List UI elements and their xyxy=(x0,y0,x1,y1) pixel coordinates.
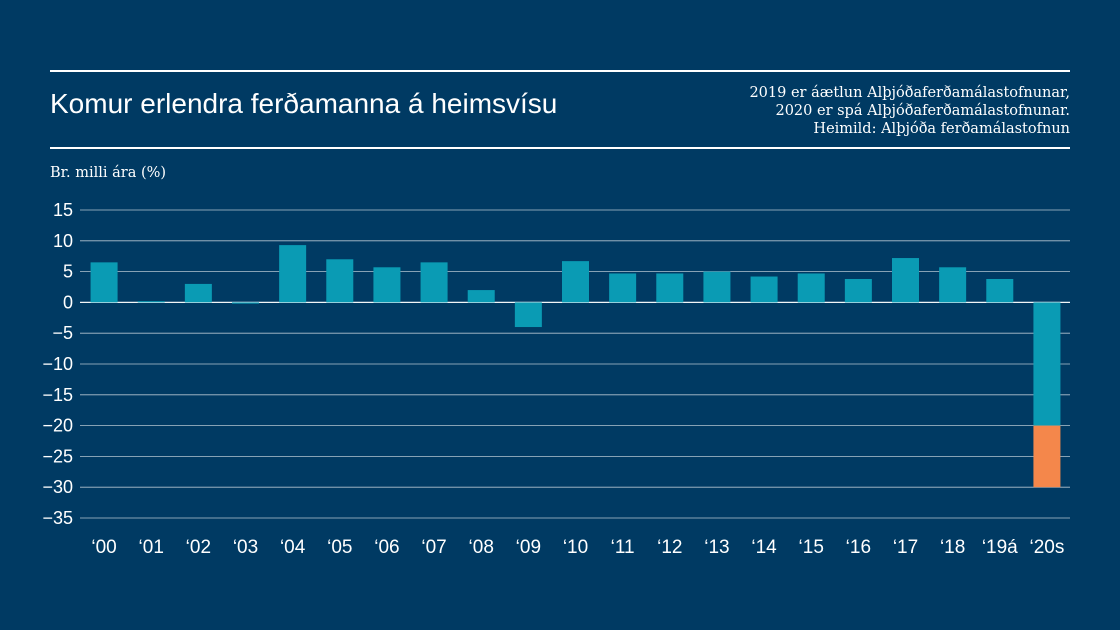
y-tick-label: 15 xyxy=(53,200,73,220)
x-tick-label: ‘13 xyxy=(704,537,729,558)
bar xyxy=(844,278,872,303)
y-tick-label: 0 xyxy=(63,292,73,312)
bar xyxy=(467,290,495,303)
bar xyxy=(184,283,212,303)
bar xyxy=(562,261,589,303)
x-tick-label: ‘11 xyxy=(611,537,635,558)
y-axis-label: Br. milli ára (%) xyxy=(50,165,167,181)
note-line-2: 2020 er spá Alþjóðaferðamálastofnunar. xyxy=(775,103,1070,119)
bar xyxy=(373,267,401,303)
y-tick-label: 10 xyxy=(53,231,73,251)
note-line-3: Heimild: Alþjóða ferðamálastofnun xyxy=(813,121,1070,137)
x-tick-label: ‘01 xyxy=(139,537,164,558)
x-tick-label: ‘10 xyxy=(563,537,588,558)
x-tick-label: ‘14 xyxy=(751,537,777,558)
x-tick-label: ‘19á xyxy=(982,537,1018,558)
bar xyxy=(656,273,684,303)
x-tick-label: ‘00 xyxy=(91,537,116,558)
top-rule xyxy=(50,70,1070,72)
y-tick-label: −5 xyxy=(52,323,73,343)
x-tick-label: ‘04 xyxy=(280,537,306,558)
bar xyxy=(939,267,967,303)
bar xyxy=(279,245,307,303)
bar xyxy=(137,301,165,303)
y-tick-label: −30 xyxy=(42,477,73,497)
x-tick-label: ‘02 xyxy=(186,537,211,558)
x-tick-label: ‘07 xyxy=(421,537,446,558)
x-tick-label: ‘06 xyxy=(374,537,399,558)
bar xyxy=(514,302,542,328)
source-notes: 2019 er áætlun Alþjóðaferðamálastofnunar… xyxy=(650,84,1070,138)
y-tick-label: −15 xyxy=(42,385,73,405)
bar xyxy=(986,278,1014,303)
y-tick-label: −10 xyxy=(42,354,73,374)
x-tick-label: ‘12 xyxy=(657,537,682,558)
bar xyxy=(1033,425,1061,488)
chart-title: Komur erlendra ferðamanna á heimsvísu xyxy=(50,88,558,119)
y-tick-label: −35 xyxy=(42,508,73,528)
y-tick-label: 5 xyxy=(63,262,73,282)
x-tick-label: ‘15 xyxy=(799,537,824,558)
x-tick-label: ‘18 xyxy=(940,537,965,558)
note-line-1: 2019 er áætlun Alþjóðaferðamálastofnunar… xyxy=(749,85,1070,101)
x-tick-label: ‘09 xyxy=(516,537,541,558)
x-tick-label: ‘05 xyxy=(327,537,352,558)
x-tick-label: ‘03 xyxy=(233,537,258,558)
bar xyxy=(892,258,919,303)
bar xyxy=(750,276,778,303)
bar xyxy=(420,262,448,303)
bar xyxy=(703,271,731,303)
x-tick-label: ‘16 xyxy=(846,537,871,558)
x-tick-label: ‘17 xyxy=(893,537,918,558)
bar xyxy=(1033,302,1061,426)
bar xyxy=(326,259,354,303)
bottom-rule xyxy=(50,147,1070,149)
bar xyxy=(609,273,637,303)
bar xyxy=(797,273,825,303)
bar xyxy=(90,262,118,303)
y-tick-label: −20 xyxy=(42,416,73,436)
x-tick-label: ‘20s xyxy=(1029,537,1064,558)
bar xyxy=(232,302,259,304)
y-tick-label: −25 xyxy=(42,446,73,466)
x-tick-label: ‘08 xyxy=(469,537,494,558)
